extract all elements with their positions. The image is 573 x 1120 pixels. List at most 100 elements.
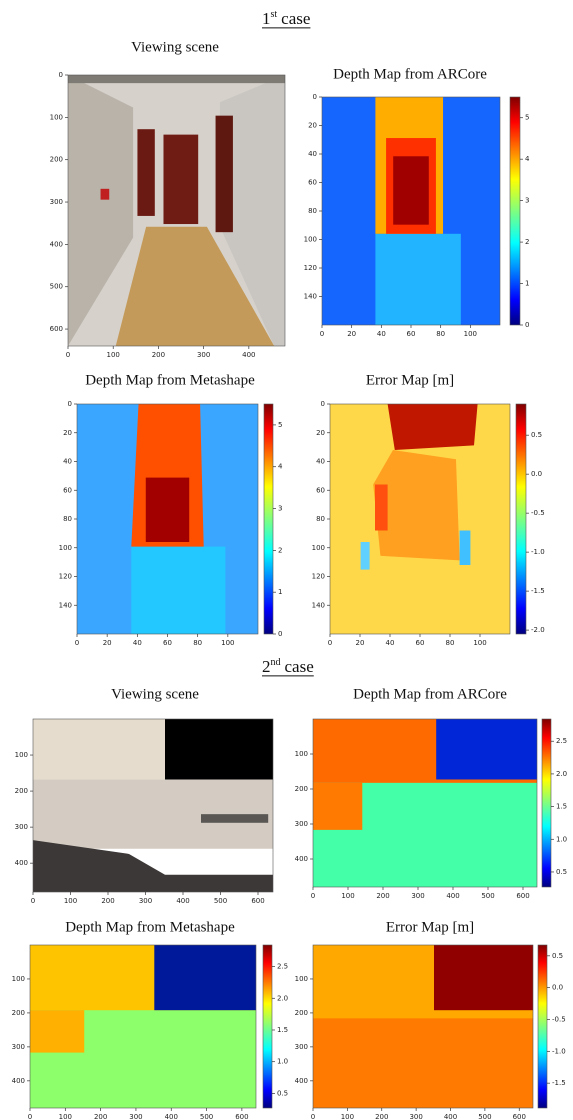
- colorbar: [263, 403, 274, 635]
- chart-title: Depth Map from ARCore: [353, 686, 507, 702]
- x-tick-label: 100: [107, 351, 120, 359]
- x-tick-label: 0: [328, 639, 332, 647]
- photo-region: [100, 188, 110, 200]
- y-tick-label: 80: [308, 207, 317, 215]
- plot-frame: [29, 944, 257, 1109]
- y-tick-label: 100: [59, 544, 72, 552]
- y-tick-label: 60: [316, 486, 325, 494]
- colorbar-tick-label: 5: [278, 421, 282, 429]
- x-tick-label: 200: [94, 1113, 107, 1120]
- y-tick-label: 0: [313, 93, 317, 101]
- photo-region: [68, 75, 285, 84]
- x-tick-label: 80: [436, 330, 445, 338]
- x-tick-label: 0: [320, 330, 324, 338]
- heatmap-region: [373, 450, 460, 561]
- y-tick-label: 80: [316, 515, 325, 523]
- photo-region: [68, 75, 134, 346]
- colorbar-tick-label: 1.5: [556, 803, 567, 811]
- x-tick-label: 40: [377, 330, 386, 338]
- x-tick-label: 500: [481, 892, 494, 900]
- y-tick-label: 400: [295, 855, 308, 863]
- colorbar-tick-label: -1.0: [531, 548, 545, 556]
- colorbar-tick-label: 2.5: [556, 737, 567, 745]
- x-tick-label: 500: [478, 1113, 491, 1120]
- colorbar-tick-label: 1.0: [277, 1058, 288, 1066]
- y-tick-label: 0: [59, 71, 63, 79]
- y-tick-label: 0: [321, 400, 325, 408]
- y-tick-label: 20: [63, 429, 72, 437]
- y-tick-label: 140: [59, 601, 72, 609]
- colorbar-tick-label: 2: [278, 546, 282, 554]
- case-heading: 2nd case: [262, 657, 314, 676]
- x-tick-label: 80: [446, 639, 455, 647]
- y-tick-label: 40: [316, 458, 325, 466]
- x-tick-label: 600: [516, 892, 529, 900]
- colorbar-tick-label: -0.5: [531, 509, 545, 517]
- y-tick-label: 120: [312, 573, 325, 581]
- x-tick-label: 0: [311, 1113, 315, 1120]
- x-tick-label: 600: [513, 1113, 526, 1120]
- colorbar-tick-label: -1.0: [552, 1047, 566, 1055]
- colorbar-tick-label: 0.0: [531, 470, 542, 478]
- x-tick-label: 300: [409, 1113, 422, 1120]
- y-tick-label: 300: [50, 198, 63, 206]
- photo-region: [163, 134, 199, 225]
- y-tick-label: 300: [295, 1043, 308, 1051]
- heatmap-region: [360, 542, 370, 570]
- x-tick-label: 20: [356, 639, 365, 647]
- heatmap-region: [375, 484, 388, 531]
- y-tick-label: 60: [63, 486, 72, 494]
- y-tick-label: 100: [12, 975, 25, 983]
- y-tick-label: 400: [50, 240, 63, 248]
- x-tick-label: 200: [376, 892, 389, 900]
- y-tick-label: 100: [304, 236, 317, 244]
- chart-title: Viewing scene: [131, 39, 219, 55]
- chart-title: Error Map [m]: [366, 372, 454, 388]
- y-tick-label: 400: [12, 1077, 25, 1085]
- x-tick-label: 200: [101, 897, 114, 905]
- x-tick-label: 0: [311, 892, 315, 900]
- colorbar-tick-label: 0: [278, 630, 282, 638]
- colorbar-tick-label: -1.5: [531, 587, 545, 595]
- x-tick-label: 100: [341, 892, 354, 900]
- heatmap-region: [459, 530, 471, 565]
- heatmap-region: [375, 233, 461, 325]
- colorbar-tick-label: 3: [278, 505, 282, 513]
- y-tick-label: 40: [63, 458, 72, 466]
- x-tick-label: 300: [197, 351, 210, 359]
- y-tick-label: 400: [295, 1077, 308, 1085]
- x-tick-label: 600: [251, 897, 264, 905]
- photo-region: [201, 814, 269, 823]
- chart-title: Viewing scene: [111, 686, 199, 702]
- case-heading: 1st case: [262, 9, 310, 28]
- chart-title: Error Map [m]: [386, 919, 474, 935]
- plot-frame: [312, 944, 534, 1109]
- y-tick-label: 200: [295, 1009, 308, 1017]
- colorbar-tick-label: 0.5: [556, 868, 567, 876]
- x-tick-label: 600: [235, 1113, 248, 1120]
- photo-region: [115, 226, 275, 346]
- x-tick-label: 100: [473, 639, 486, 647]
- y-tick-label: 120: [304, 264, 317, 272]
- x-tick-label: 500: [200, 1113, 213, 1120]
- x-tick-label: 200: [152, 351, 165, 359]
- x-tick-label: 100: [464, 330, 477, 338]
- y-tick-label: 200: [295, 785, 308, 793]
- y-tick-label: 500: [50, 283, 63, 291]
- colorbar-tick-label: 1.0: [556, 835, 567, 843]
- colorbar-tick-label: 0.5: [552, 952, 563, 960]
- colorbar: [537, 944, 548, 1109]
- colorbar-tick-label: -1.5: [552, 1079, 566, 1087]
- colorbar: [262, 944, 273, 1109]
- x-tick-label: 0: [28, 1113, 32, 1120]
- y-tick-label: 200: [12, 1009, 25, 1017]
- heatmap-region: [387, 404, 478, 450]
- heatmap-region: [131, 546, 226, 634]
- y-tick-label: 200: [50, 156, 63, 164]
- x-tick-label: 60: [407, 330, 416, 338]
- x-tick-label: 100: [221, 639, 234, 647]
- photo-region: [137, 129, 155, 216]
- colorbar: [515, 403, 527, 635]
- plot-frame: [312, 718, 538, 888]
- photo-region: [165, 719, 273, 780]
